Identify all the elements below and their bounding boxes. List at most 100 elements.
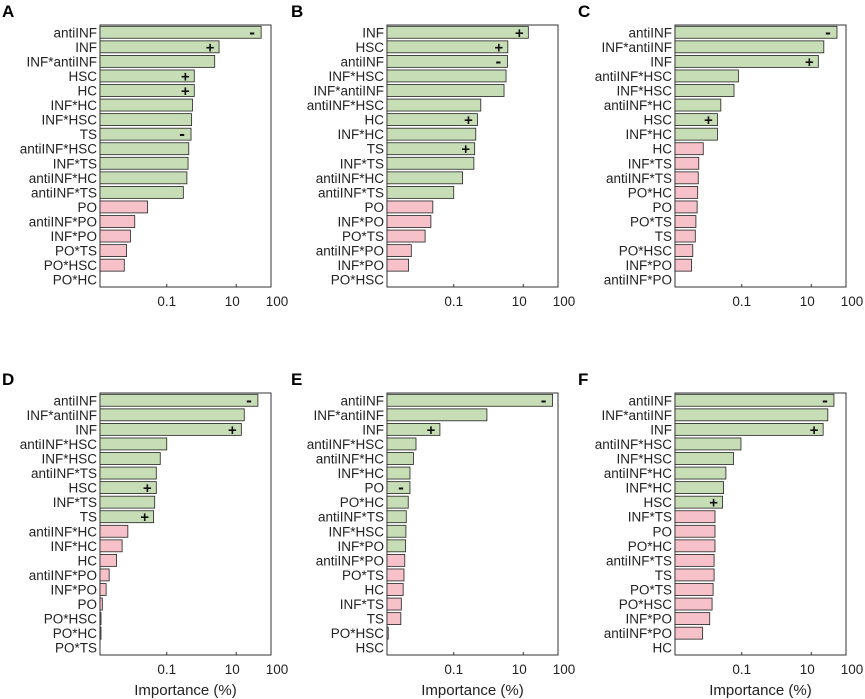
category-label: PO [364, 200, 384, 215]
bar-inf-x-antiinf [386, 408, 488, 422]
category-label: INF*HC [51, 98, 98, 113]
direction-sign: + [140, 510, 148, 526]
category-label: antiINF*PO [604, 273, 672, 288]
category-label: PO [77, 597, 97, 612]
x-tick-label: 0.1 [444, 662, 463, 677]
direction-sign: + [704, 113, 712, 129]
category-label: INF*PO [625, 612, 672, 627]
bar-ts [99, 510, 155, 524]
direction-sign: - [245, 393, 253, 409]
bar-antiinf-x-hsc [674, 437, 742, 451]
category-label: PO*TS [630, 583, 672, 598]
bar-antiinf-x-po [99, 568, 110, 582]
category-label: antiINF*PO [316, 244, 384, 259]
bar-inf [386, 25, 529, 39]
bar-po-x-ts [99, 244, 128, 257]
bar-po-x-hc [674, 539, 716, 553]
category-label: PO*HC [340, 495, 385, 510]
bar-inf-x-antiinf [674, 408, 829, 422]
panel-f: F-antiINFINF*antiINF+INFantiINF*HSCINF*H… [578, 370, 863, 699]
bar-antiinf-x-hsc [674, 69, 739, 83]
bar-inf [674, 55, 819, 68]
category-label: antiINF [628, 25, 672, 40]
direction-sign: + [181, 69, 189, 85]
category-label: HC [365, 583, 385, 598]
bar-inf-x-hc [386, 127, 477, 141]
category-label: HC [78, 553, 98, 568]
direction-sign: - [821, 393, 829, 409]
category-label: HC [365, 113, 385, 128]
bar-hc [386, 113, 478, 126]
bar-antiinf-x-po [386, 554, 406, 567]
category-label: antiINF [53, 25, 97, 40]
category-label: INF*TS [53, 156, 97, 171]
category-label: INF*antiINF [601, 408, 672, 423]
direction-sign: + [228, 422, 236, 438]
category-label: antiINF*PO [29, 568, 97, 583]
bar-antiinf-x-ts [386, 186, 455, 199]
category-label: antiINF*PO [316, 553, 384, 568]
bar-inf-x-hc [99, 539, 123, 553]
bar-inf-x-hc [674, 127, 718, 141]
category-label: INF*PO [337, 539, 384, 554]
bar-inf-x-hc [386, 466, 411, 480]
x-axis-label: Importance (%) [709, 682, 812, 699]
category-label: PO*TS [342, 229, 384, 244]
category-label: antiINF*HSC [307, 98, 385, 113]
category-label: INF*TS [340, 156, 384, 171]
category-label: antiINF*HC [316, 171, 385, 186]
bar-antiinf-x-hc [99, 524, 129, 538]
bar-antiinf [99, 25, 262, 39]
bar-ts [674, 568, 715, 582]
bar-antiinf-x-hsc [386, 98, 482, 112]
direction-sign: + [810, 422, 818, 438]
category-label: antiINF*TS [606, 171, 672, 186]
bar-inf-x-po [386, 215, 432, 228]
category-label: antiINF*TS [31, 466, 97, 481]
category-label: INF [650, 54, 672, 69]
category-label: INF*HSC [616, 84, 672, 99]
bar-inf-x-ts [99, 495, 156, 509]
category-label: TS [655, 229, 672, 244]
bar-po [99, 597, 103, 611]
axes-frame [674, 392, 847, 656]
bar-inf-x-antiinf [99, 55, 216, 68]
category-label: INF*HSC [41, 113, 97, 128]
category-label: antiINF*HC [316, 452, 385, 467]
direction-sign: + [709, 495, 717, 511]
direction-sign: + [427, 422, 435, 438]
x-tick-label: 10 [512, 294, 527, 309]
category-label: INF*HC [338, 127, 385, 142]
bar-inf-x-po [386, 258, 409, 272]
category-label: TS [655, 568, 672, 583]
bar-inf-x-hsc [674, 84, 735, 97]
category-label: PO [652, 200, 672, 215]
category-label: antiINF*HC [604, 98, 673, 113]
category-label: antiINF*HSC [20, 437, 98, 452]
bar-antiinf [674, 25, 838, 39]
x-tick-label: 10 [800, 662, 815, 677]
category-label: INF [362, 422, 384, 437]
panel-label: A [2, 2, 14, 21]
category-label: INF*PO [625, 258, 672, 273]
panel-label: E [291, 370, 302, 389]
panel-a: A-antiINF+INFINF*antiINF+HSC+HCINF*HCINF… [2, 2, 288, 309]
bar-po [674, 200, 698, 214]
bar-po-x-ts [674, 583, 714, 596]
bar-po-x-hc [386, 495, 409, 509]
bar-po [386, 200, 434, 214]
category-label: antiINF*HC [29, 524, 98, 539]
bar-ts [99, 127, 192, 141]
direction-sign: - [494, 54, 502, 70]
category-label: antiINF [340, 393, 384, 408]
x-tick-label: 10 [512, 662, 527, 677]
category-label: PO [77, 200, 97, 215]
category-label: INF*HSC [41, 452, 97, 467]
bar-antiinf-x-hsc [386, 437, 417, 451]
bar-inf-x-ts [386, 156, 475, 170]
category-label: INF*TS [340, 597, 384, 612]
category-label: TS [367, 612, 384, 627]
bar-inf-x-hsc [99, 113, 193, 126]
category-label: INF*antiINF [313, 84, 384, 99]
